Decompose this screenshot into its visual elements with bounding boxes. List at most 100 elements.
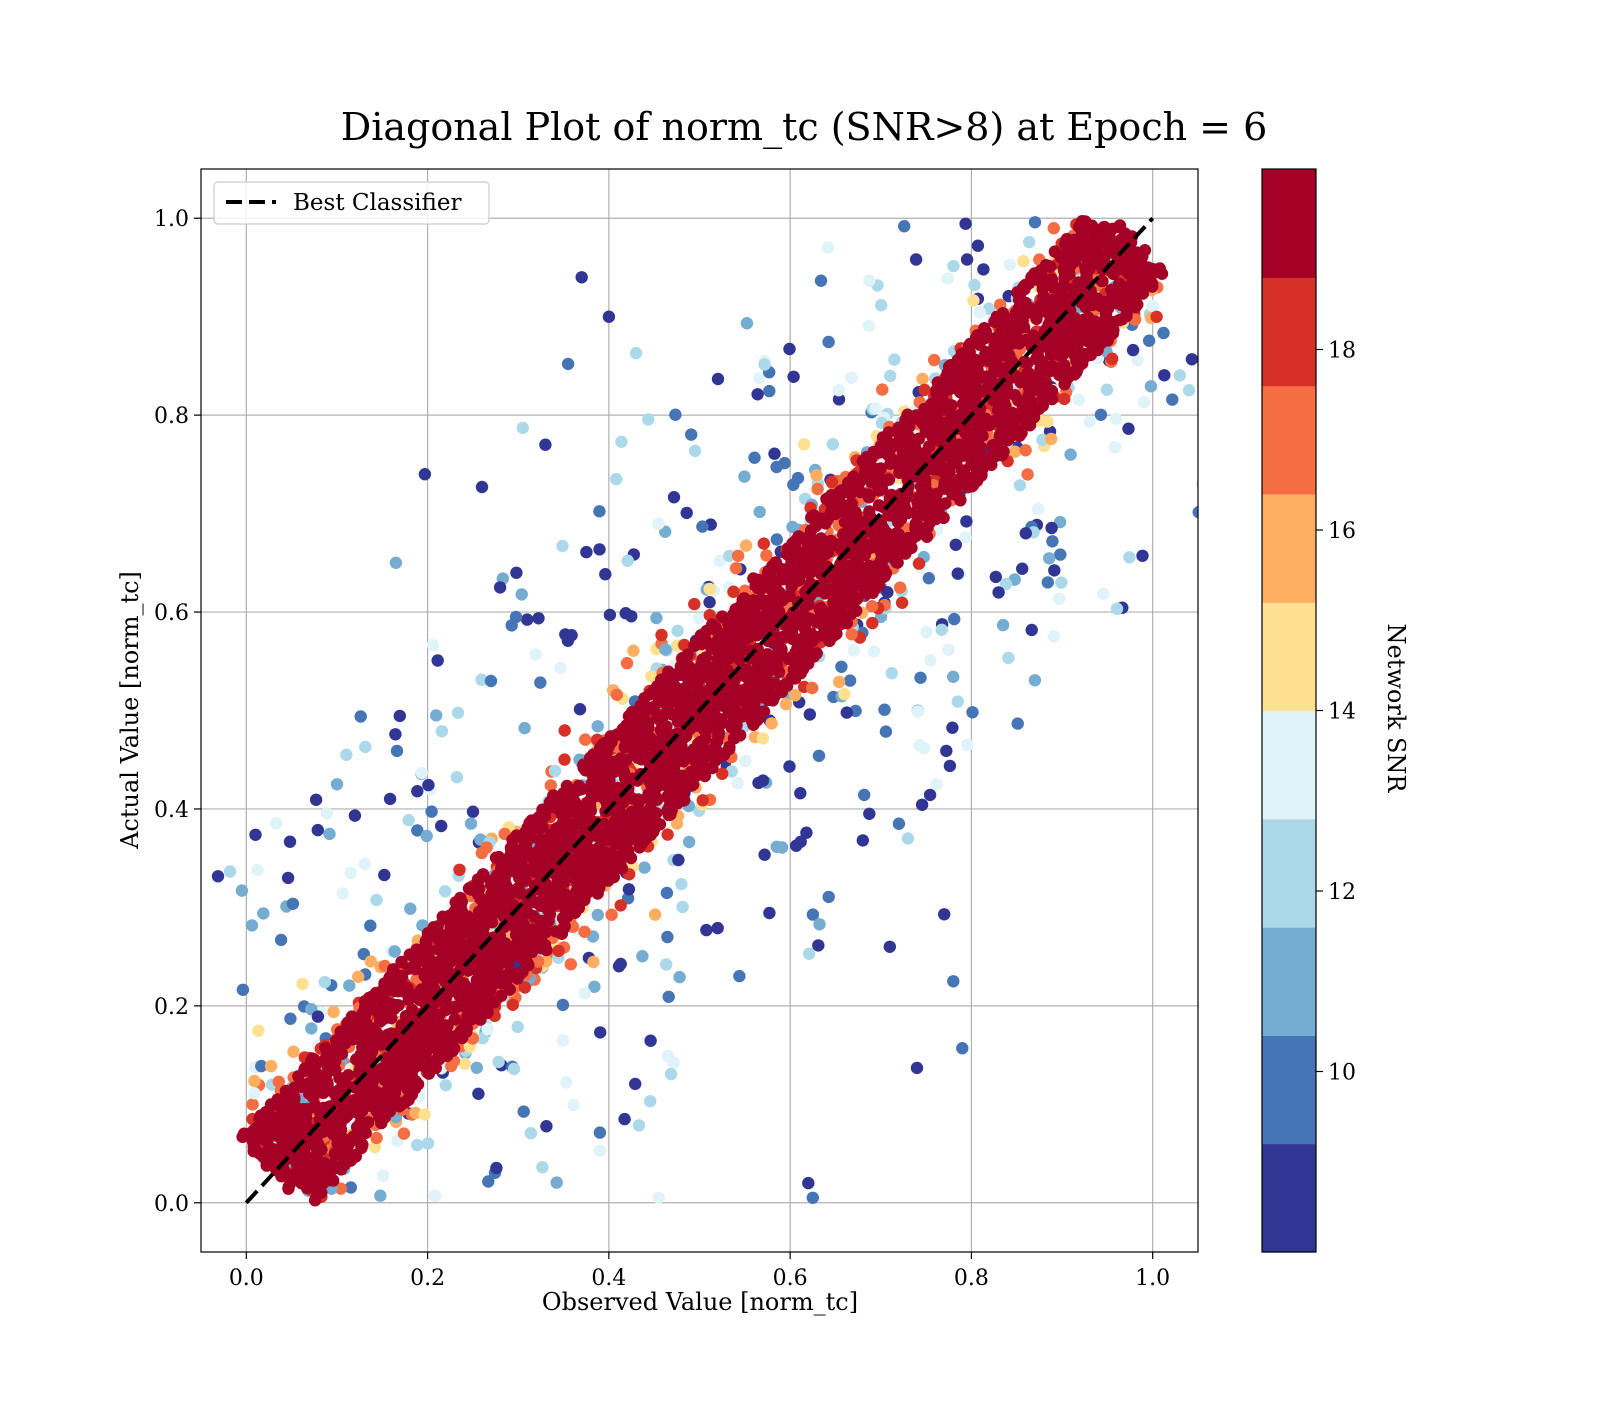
scatter-point xyxy=(1058,393,1070,405)
scatter-point xyxy=(1127,344,1139,356)
scatter-point xyxy=(329,1064,341,1076)
scatter-point xyxy=(1059,238,1071,250)
scatter-point xyxy=(811,483,823,495)
scatter-point xyxy=(224,865,236,877)
scatter-point xyxy=(556,540,568,552)
scatter-point xyxy=(1032,503,1044,515)
scatter-point xyxy=(615,899,627,911)
scatter-point xyxy=(580,546,592,558)
scatter-point xyxy=(783,343,795,355)
scatter-point xyxy=(1046,535,1058,547)
scatter-point xyxy=(623,883,635,895)
scatter-point xyxy=(312,824,324,836)
scatter-point xyxy=(940,745,952,757)
scatter-point xyxy=(758,537,770,549)
scatter-point xyxy=(375,1117,387,1129)
scatter-point xyxy=(1217,490,1229,502)
scatter-point xyxy=(942,272,954,284)
scatter-point xyxy=(1029,674,1041,686)
scatter-point xyxy=(894,581,906,593)
scatter-point xyxy=(822,241,834,253)
scatter-point xyxy=(1106,353,1118,365)
scatter-point xyxy=(246,919,258,931)
scatter-point xyxy=(398,1127,410,1139)
scatter-point xyxy=(1045,433,1057,445)
scatter-point xyxy=(992,404,1004,416)
scatter-point xyxy=(539,917,551,929)
scatter-point xyxy=(482,1175,494,1187)
scatter-point xyxy=(950,539,962,551)
scatter-point xyxy=(282,872,294,884)
scatter-point xyxy=(751,388,763,400)
scatter-point xyxy=(669,409,681,421)
scatter-point xyxy=(655,629,667,641)
scatter-point xyxy=(618,1113,630,1125)
scatter-point xyxy=(795,836,807,848)
scatter-point xyxy=(1043,365,1055,377)
scatter-point xyxy=(815,275,827,287)
scatter-point xyxy=(359,858,371,870)
scatter-point xyxy=(712,373,724,385)
scatter-point xyxy=(540,1120,552,1132)
scatter-point xyxy=(582,829,594,841)
scatter-point xyxy=(546,896,558,908)
scatter-point xyxy=(1122,423,1134,435)
scatter-point xyxy=(625,610,637,622)
scatter-point xyxy=(697,794,709,806)
scatter-point xyxy=(1097,588,1109,600)
scatter-point xyxy=(977,263,989,275)
scatter-point xyxy=(1111,603,1123,615)
scatter-point xyxy=(876,383,888,395)
scatter-point xyxy=(179,951,191,963)
scatter-point xyxy=(267,1149,279,1161)
scatter-point xyxy=(752,619,764,631)
scatter-point xyxy=(1157,327,1169,339)
scatter-point xyxy=(389,945,401,957)
scatter-point xyxy=(806,682,818,694)
scatter-point xyxy=(760,608,772,620)
scatter-point xyxy=(668,491,680,503)
scatter-point xyxy=(451,771,463,783)
scatter-point xyxy=(644,1035,656,1047)
scatter-point xyxy=(835,661,847,673)
scatter-point xyxy=(659,643,671,655)
scatter-point xyxy=(930,778,942,790)
scatter-point xyxy=(804,708,816,720)
scatter-point xyxy=(1073,393,1085,405)
scatter-point xyxy=(370,894,382,906)
scatter-point xyxy=(1014,479,1026,491)
scatter-point xyxy=(846,628,858,640)
scatter-point xyxy=(771,533,783,545)
scatter-point xyxy=(594,1145,606,1157)
scatter-point xyxy=(732,550,744,562)
scatter-point xyxy=(1021,468,1033,480)
scatter-point xyxy=(406,990,418,1002)
scatter-point xyxy=(508,1063,520,1075)
scatter-point xyxy=(1109,441,1121,453)
scatter-point xyxy=(546,799,558,811)
scatter-point xyxy=(700,924,712,936)
scatter-point xyxy=(1046,393,1058,405)
scatter-point xyxy=(880,725,892,737)
scatter-point xyxy=(257,907,269,919)
scatter-point xyxy=(896,597,908,609)
scatter-point xyxy=(961,253,973,265)
scatter-point xyxy=(916,799,928,811)
scatter-point xyxy=(472,1088,484,1100)
scatter-point xyxy=(287,898,299,910)
scatter-point xyxy=(352,971,364,983)
scatter-point xyxy=(823,891,835,903)
scatter-point xyxy=(1212,391,1224,403)
scatter-point xyxy=(427,639,439,651)
scatter-point xyxy=(913,557,925,569)
scatter-point xyxy=(758,358,770,370)
scatter-point xyxy=(884,370,896,382)
scatter-point xyxy=(615,436,627,448)
scatter-point xyxy=(681,507,693,519)
scatter-point xyxy=(772,644,784,656)
scatter-point xyxy=(246,1098,258,1110)
scatter-point xyxy=(327,1006,339,1018)
scatter-point xyxy=(453,864,465,876)
scatter-point xyxy=(1136,550,1148,562)
